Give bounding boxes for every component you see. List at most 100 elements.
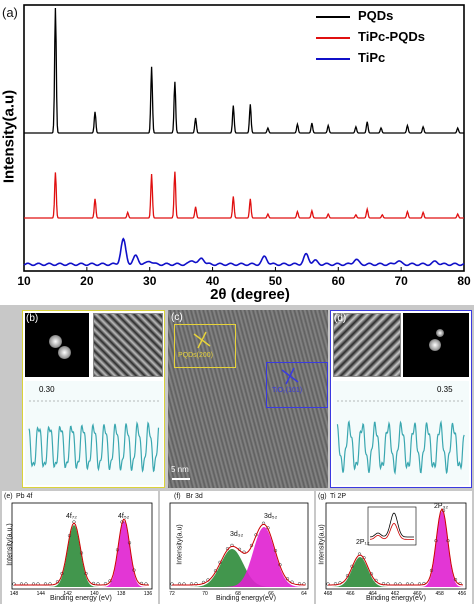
xps-x-tick-label: 68 (235, 591, 241, 597)
xrd-x-tick-label: 60 (332, 274, 346, 288)
panel-f-peak1: 3d₃₂ (230, 531, 244, 538)
panel-g-title: Ti 2P (330, 493, 347, 500)
xps-fitted-peak (172, 549, 306, 587)
xps-axes-frame (325, 502, 467, 590)
fft-spot (49, 335, 62, 348)
xps-envelope-line (172, 523, 306, 586)
panel-g: 468 466 464 462 460 458 456 (g) Ti 2P 2P₁₂ 2P₃… (316, 491, 472, 604)
panel-f-title: Br 3d (186, 493, 203, 500)
xps-axes-frame (169, 502, 309, 590)
xps-x-tick-label: 66 (268, 591, 274, 597)
lattice-image-b (93, 313, 163, 377)
xrd-chart: 10 20 30 40 50 60 70 80 (17, 4, 471, 288)
xps-x-tick-label: 142 (63, 591, 72, 597)
xps-x-tick-label: 466 (346, 591, 355, 597)
xps-x-tick-label: 468 (324, 591, 333, 597)
xps-fitted-peak (328, 511, 464, 587)
xrd-x-tick-label: 70 (394, 274, 408, 288)
xps-x-tick-label: 460 (413, 591, 422, 597)
xps-inset-line (369, 522, 414, 540)
xps-x-tick-label: 64 (301, 591, 307, 597)
xps-fitted-peak (328, 557, 464, 587)
legend-tipc-label: TiPc (358, 50, 386, 65)
xrd-plot-frame (23, 4, 465, 272)
legend-tipc-pqds-label: TiPc-PQDs (358, 29, 425, 44)
xrd-xlabel: 2θ (degree) (210, 286, 290, 303)
xrd-series-line (24, 7, 464, 134)
panel-b-label: (b) (26, 313, 39, 324)
xps-x-tick-label: 458 (435, 591, 444, 597)
panel-f-ylabel: Intensity(a.u) (176, 524, 184, 565)
scale-bar (172, 478, 190, 480)
fft-image-d (403, 313, 469, 377)
panel-e-peak2: 4f₅₂ (118, 513, 130, 520)
xps-envelope-line (328, 507, 464, 586)
profile-b-plot (28, 400, 160, 473)
xps-x-tick-label: 140 (90, 591, 99, 597)
xps-axes-frame (11, 502, 153, 590)
panel-g-peak1: 2P₁₂ (356, 539, 370, 546)
pqds-cross-icon (192, 330, 212, 350)
xps-fitted-peak (14, 521, 150, 587)
xrd-x-tick-label: 30 (143, 274, 157, 288)
xrd-x-tick-label: 50 (269, 274, 283, 288)
panel-f-label: (f) (174, 493, 181, 500)
pqds-annotation: PQDs(200) (178, 352, 214, 359)
panel-a-label: (a) (2, 5, 18, 20)
tio2-cross-icon (280, 366, 300, 386)
fft-spot (58, 346, 71, 359)
xrd-ylabel: Intensity(a.u) (0, 89, 18, 184)
xps-envelope-line (14, 518, 149, 586)
xps-x-tick-label: 456 (458, 591, 467, 597)
intensity-profile-line (28, 420, 160, 473)
xps-x-tick-label: 144 (37, 591, 46, 597)
xps-x-tick-label: 464 (368, 591, 377, 597)
xrd-x-tick-label: 20 (80, 274, 94, 288)
xps-x-tick-label: 72 (169, 591, 175, 597)
legend-tipc-pqds-line (316, 37, 350, 39)
panel-g-xlabel: Binding energy(eV) (366, 595, 426, 602)
lattice-image-d (333, 313, 401, 377)
xps-f-plot: 72 70 68 66 64 (169, 502, 309, 597)
xrd-x-tick-label: 80 (457, 274, 471, 288)
profile-b: 0.30 (25, 381, 163, 485)
xps-x-tick-label: 148 (10, 591, 19, 597)
legend-pqds-line (316, 16, 350, 18)
scale-label: 5 nm (171, 465, 189, 474)
xps-g-plot: 468 466 464 462 460 458 456 (324, 502, 467, 597)
panel-a: 10 20 30 40 50 60 70 80 (a) Intensity(a.u) 2θ (… (0, 0, 474, 305)
xrd-series-line (23, 237, 465, 267)
panel-f-peak2: 3d₅₂ (264, 513, 278, 520)
panel-f-xlabel: Binding energy(eV) (216, 595, 276, 602)
hrtem-image (168, 310, 328, 488)
panel-e: 148 144 142 140 138 136 (e) Pb 4f 4f₇₂ 4f₅₂ I… (2, 491, 158, 604)
panel-e-peak1: 4f₇₂ (66, 513, 77, 520)
panel-d: (d) 0.35 (330, 310, 472, 488)
legend-pqds-label: PQDs (358, 8, 394, 23)
fft-spot (436, 329, 444, 337)
panel-c-label: (c) (171, 312, 183, 323)
panel-e-ylabel: Intensity(a.u.) (6, 523, 14, 566)
panel-g-label: (g) (318, 493, 327, 500)
fft-image-b (25, 313, 89, 377)
xps-x-tick-label: 136 (144, 591, 153, 597)
panel-e-label: (e) (4, 493, 13, 500)
xrd-legend: PQDs TiPc-PQDs TiPc (316, 8, 466, 70)
xrd-x-tick-label: 10 (17, 274, 31, 288)
panel-e-xlabel: Binding energy (eV) (50, 595, 112, 602)
legend-tipc-line (316, 58, 350, 60)
intensity-profile-line (336, 419, 465, 476)
panel-c: PQDs(200) TiO₂(101) (c) 5 nm (168, 310, 328, 488)
tio2-region-box (266, 362, 328, 408)
profile-d-plot (336, 400, 465, 476)
panel-e-title: Pb 4f (16, 493, 33, 500)
xps-x-tick-label: 138 (117, 591, 126, 597)
tio2-annotation: TiO₂(101) (272, 387, 303, 394)
spacing-b-label: 0.30 (39, 385, 55, 394)
xps-fitted-peak (172, 527, 306, 587)
panel-g-peak2: 2P₃₂ (434, 503, 449, 510)
xps-inset-line (369, 512, 414, 538)
xps-fitted-peak (14, 525, 150, 587)
xrd-series-line (24, 171, 464, 219)
pqds-region-box (174, 324, 236, 368)
